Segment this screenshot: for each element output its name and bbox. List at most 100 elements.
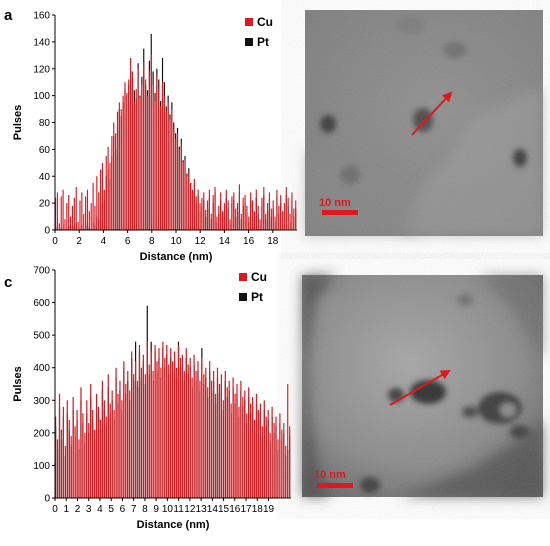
chart-a-bar-cu-60: [167, 102, 169, 230]
chart-c-bar-cu-5: [64, 445, 66, 498]
chart-a-bar-cu-32: [115, 133, 117, 230]
chart-a-bar-cu-124: [287, 197, 289, 230]
chart-a-bar-cu-37: [124, 82, 126, 230]
chart-c-bar-cu-20: [94, 429, 96, 498]
chart-c-xtick-label: 16: [229, 504, 241, 515]
chart-a-bar-cu-120: [280, 195, 282, 230]
chart-c-bar-cu-90: [230, 403, 232, 498]
chart-c-bar-cu-68: [187, 364, 189, 498]
chart-c-bar-cu-9: [72, 397, 74, 498]
chart-c-bar-cu-23: [99, 419, 102, 498]
chart-c-bar-cu-38: [129, 390, 131, 498]
chart-c-bar-cu-19: [92, 410, 94, 498]
chart-a-bar-cu-100: [242, 197, 244, 230]
chart-c-bar-cu-24: [101, 380, 104, 498]
chart-c-xtick-label: 0: [52, 504, 58, 515]
chart-a-xtick-label: 0: [52, 236, 58, 247]
chart-c-bar-cu-105: [259, 403, 261, 498]
chart-c-xtick-label: 10: [162, 504, 174, 515]
chart-a-bar-cu-128: [295, 200, 297, 230]
chart-a-bar-cu-101: [244, 195, 246, 230]
chart-a-bar-cu-78: [201, 197, 203, 230]
chart-c-bar-cu-41: [134, 361, 137, 498]
chart-c-ytick-label: 700: [33, 266, 50, 277]
panel-label-c: c: [4, 274, 12, 291]
chart-c-bar-cu-69: [189, 357, 191, 498]
chart-c-bar-cu-48: [148, 364, 150, 498]
chart-c-bar-cu-94: [238, 406, 240, 498]
chart-a-bar-cu-95: [233, 192, 235, 231]
chart-a-bar-cu-70: [186, 176, 188, 230]
chart-c-bar-cu-37: [127, 370, 129, 498]
chart-a-bar-cu-54: [156, 75, 158, 230]
chart-a-bar-cu-19: [90, 203, 92, 231]
chart-c-xtick-label: 15: [218, 504, 230, 515]
chart-a-bar-cu-121: [281, 211, 284, 230]
chart-c-bar-cu-1: [56, 439, 59, 498]
chart-c-bar-cu-114: [277, 439, 279, 498]
chart-a-bar-cu-61: [169, 119, 171, 230]
chart-c-ytick-label: 200: [33, 428, 50, 439]
chart-a-bar-cu-26: [103, 189, 105, 230]
chart-a-xtick-label: 8: [149, 236, 155, 247]
chart-a-bar-cu-88: [220, 192, 222, 231]
chart-a-legend-label-cu: Cu: [257, 15, 273, 29]
chart-a-bar-cu-123: [285, 187, 287, 230]
chart-c-bar-cu-67: [185, 348, 187, 498]
chart-a-bar-cu-6: [66, 203, 68, 231]
chart-c-bar-cu-6: [66, 400, 68, 498]
scale-label-d: 10 nm: [314, 469, 346, 481]
chart-c-ytick-label: 600: [33, 298, 50, 309]
chart-c-bar-cu-107: [263, 400, 265, 498]
chart-a-bar-cu-36: [122, 95, 124, 231]
chart-c-bar-cu-73: [197, 361, 199, 498]
chart-c-bar-cu-34: [121, 400, 123, 498]
chart-a-bar-cu-90: [223, 203, 225, 231]
chart-a-bar-cu-65: [176, 133, 179, 230]
chart-a-bar-cu-29: [109, 162, 111, 230]
chart-a-bar-cu-20: [92, 182, 94, 230]
chart-c-bar-cu-21: [95, 393, 98, 498]
chart-c-bar-cu-44: [140, 367, 143, 498]
chart-c-bar-cu-7: [68, 419, 70, 498]
chart-c-bar-cu-91: [232, 377, 234, 498]
chart-c-xtick-label: 11: [173, 504, 184, 515]
chart-c-bar-cu-55: [162, 341, 164, 498]
chart-a-bar-cu-41: [131, 71, 134, 230]
chart-a-bar-cu-48: [145, 79, 147, 230]
chart-a-bar-cu-92: [227, 200, 229, 230]
chart-a-bar-cu-21: [94, 205, 96, 230]
chart-c-bar-cu-75: [201, 357, 203, 498]
chart-c-xtick-label: 6: [120, 504, 126, 515]
chart-c-bar-cu-70: [191, 377, 193, 498]
chart-a-bar-cu-115: [270, 208, 272, 230]
scale-bar-b: [322, 210, 358, 215]
chart-a-bar-cu-59: [165, 111, 167, 230]
chart-a-bar-cu-108: [257, 205, 259, 230]
chart-c-bar-cu-118: [285, 445, 287, 498]
chart-a-bar-cu-116: [272, 200, 274, 230]
chart-a-bar-cu-12: [77, 221, 79, 230]
chart-c-bar-cu-45: [142, 354, 144, 498]
chart-c-bar-cu-63: [177, 344, 180, 498]
chart-c-bar-cu-120: [289, 426, 291, 498]
chart-a-bar-cu-81: [206, 200, 209, 230]
chart-a-bar-cu-97: [236, 203, 239, 231]
chart-c-bar-cu-40: [133, 374, 135, 498]
chart-a-ytick-label: 60: [39, 145, 51, 156]
chart-a-bar-cu-110: [261, 197, 263, 230]
chart-c-bar-cu-33: [119, 380, 121, 498]
chart-c-bar-cu-106: [261, 426, 263, 498]
chart-c-bar-cu-74: [199, 380, 201, 498]
chart-a-bar-cu-73: [191, 189, 194, 230]
chart-c-bar-cu-53: [158, 348, 160, 498]
chart-c-xtick-label: 1: [63, 504, 69, 515]
chart-a-bar-cu-33: [116, 111, 119, 230]
chart-c-bar-cu-86: [222, 400, 224, 498]
chart-c-bar-cu-83: [216, 367, 219, 498]
chart-c-bar-cu-77: [205, 367, 207, 498]
chart-c-legend-swatch-pt: [239, 293, 247, 301]
chart-c-bar-cu-27: [107, 374, 109, 498]
chart-a-xtick-label: 16: [243, 236, 255, 247]
